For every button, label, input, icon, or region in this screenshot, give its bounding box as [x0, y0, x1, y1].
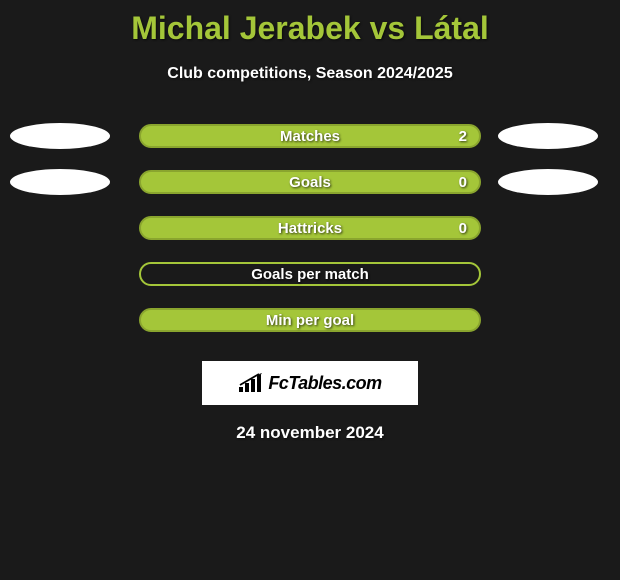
stat-label: Matches: [280, 128, 340, 145]
bars-icon: [238, 373, 264, 393]
stat-value: 2: [459, 128, 467, 145]
comparison-title: Michal Jerabek vs Látal: [0, 0, 620, 47]
stat-bar: Min per goal: [139, 308, 481, 332]
stat-label: Goals: [289, 174, 331, 191]
player-right-bubble: [498, 123, 598, 149]
stats-container: Matches 2 Goals 0 Hattricks 0 Goals per match M…: [0, 113, 620, 343]
stat-row: Goals 0: [0, 159, 620, 205]
player-right-bubble: [498, 169, 598, 195]
stat-value: 0: [459, 220, 467, 237]
player-left-bubble: [10, 169, 110, 195]
stat-value: 0: [459, 174, 467, 191]
logo-box: FcTables.com: [202, 361, 418, 405]
stat-bar: Goals per match: [139, 262, 481, 286]
stat-label: Goals per match: [251, 266, 369, 283]
stat-label: Hattricks: [278, 220, 342, 237]
comparison-subtitle: Club competitions, Season 2024/2025: [0, 65, 620, 83]
snapshot-date: 24 november 2024: [0, 423, 620, 443]
logo: FcTables.com: [238, 373, 381, 394]
stat-row: Matches 2: [0, 113, 620, 159]
stat-row: Min per goal: [0, 297, 620, 343]
stat-bar: Hattricks 0: [139, 216, 481, 240]
stat-row: Goals per match: [0, 251, 620, 297]
stat-bar: Matches 2: [139, 124, 481, 148]
logo-text: FcTables.com: [268, 373, 381, 394]
stat-bar: Goals 0: [139, 170, 481, 194]
stat-row: Hattricks 0: [0, 205, 620, 251]
stat-label: Min per goal: [266, 312, 354, 329]
player-left-bubble: [10, 123, 110, 149]
